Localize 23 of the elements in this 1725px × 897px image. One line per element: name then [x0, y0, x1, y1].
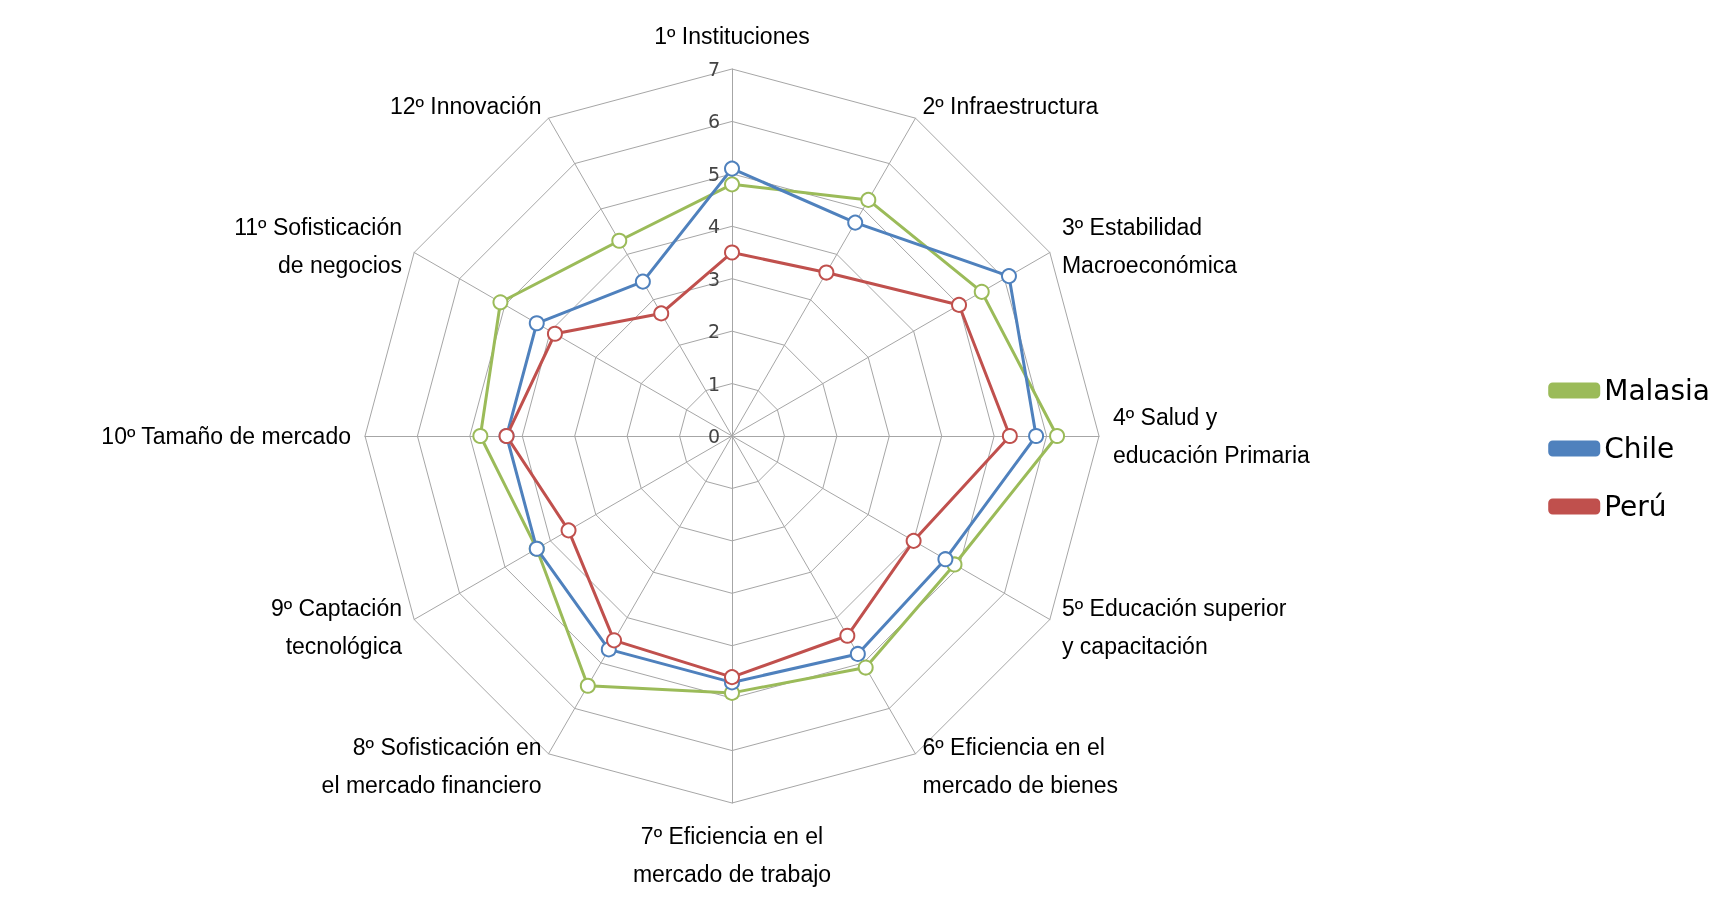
spoke-label: 1º Instituciones	[654, 23, 810, 49]
spoke-label: 2º Infraestructura	[922, 93, 1099, 120]
spoke-label: 11º Sofisticación de negocios	[234, 213, 403, 278]
spoke-label: 6º Eficiencia en el mercado de bienes	[922, 733, 1119, 798]
y-tick-label: 1	[707, 372, 720, 395]
y-tick-label: 7	[707, 58, 720, 80]
spoke-label: 3º Estabilidad Macroeconómica	[1061, 213, 1238, 278]
spoke-label: 9º Captación tecnológica	[270, 594, 403, 659]
y-tick-label: 5	[707, 162, 720, 185]
spoke-label: 5º Educación superior y capacitación	[1061, 594, 1287, 659]
spoke-label: 4º Salud y educación Primaria	[1113, 404, 1311, 468]
spoke-label: 12º Innovación	[389, 93, 542, 120]
legend-label: Malasia	[1604, 374, 1710, 407]
y-tick-label: 4	[707, 215, 720, 238]
y-tick-label: 3	[707, 267, 720, 290]
legend-label: Perú	[1604, 490, 1667, 523]
spoke-label: 8º Sofisticación en el mercado financiero	[321, 733, 542, 798]
y-tick-label: 2	[707, 320, 720, 343]
spoke-label: 10º Tamaño de mercado	[101, 423, 351, 449]
y-tick-label: 6	[707, 110, 720, 133]
legend-label: Chile	[1604, 432, 1675, 465]
spoke-label: 7º Eficiencia en el mercado de trabajo	[632, 823, 832, 887]
y-tick-label: 0	[707, 425, 720, 447]
